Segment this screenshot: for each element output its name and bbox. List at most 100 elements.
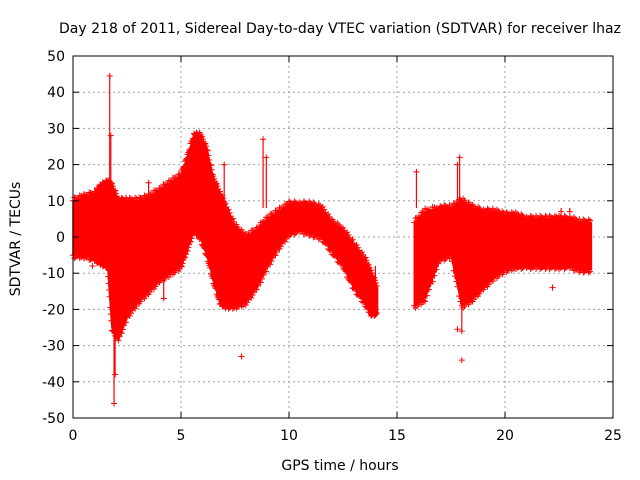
x-axis-label: GPS time / hours (281, 458, 398, 474)
data-point (413, 168, 420, 175)
data-point (454, 283, 461, 290)
data-point (206, 156, 213, 163)
data-point (200, 244, 207, 251)
data-point (209, 275, 216, 282)
data-point (221, 161, 228, 168)
data-point (244, 299, 251, 306)
data-point (585, 269, 592, 276)
data-point (168, 178, 175, 185)
data-point (427, 207, 434, 214)
data-point (84, 253, 91, 260)
data-point (499, 208, 506, 215)
data-point (246, 231, 253, 238)
data-point (340, 224, 346, 231)
data-point (587, 217, 594, 224)
data-point (310, 199, 317, 206)
data-point (261, 218, 268, 225)
data-point (573, 266, 580, 273)
data-point (111, 400, 118, 407)
data-point (373, 282, 380, 289)
data-point (349, 236, 356, 243)
data-point (207, 264, 214, 271)
data-point (333, 253, 340, 260)
data-point (108, 317, 115, 324)
data-point (296, 228, 303, 235)
data-point (345, 232, 352, 238)
data-point (322, 240, 329, 247)
data-point (315, 201, 322, 208)
data-point (493, 206, 500, 213)
data-point (173, 175, 180, 182)
data-point (180, 164, 187, 171)
data-point (549, 284, 556, 291)
data-point (338, 261, 345, 268)
data-point (260, 272, 267, 279)
data-point (314, 232, 321, 239)
data-point (136, 194, 143, 201)
data-point (363, 257, 370, 264)
data-point (120, 322, 127, 329)
data-point (519, 212, 526, 219)
data-point (116, 333, 123, 340)
data-point (310, 234, 317, 241)
data-point (572, 266, 579, 273)
data-point (192, 228, 199, 235)
data-point (238, 353, 245, 360)
data-point (423, 292, 430, 299)
data-point (210, 173, 217, 180)
y-axis-label: SDTVAR / TECUs (8, 182, 24, 297)
data-point (86, 256, 93, 263)
data-point (82, 191, 89, 198)
data-point (188, 235, 195, 242)
data-point (587, 268, 594, 275)
data-point (503, 269, 510, 276)
y-tick-label: -30 (42, 339, 65, 355)
series-band (411, 195, 594, 311)
data-point (118, 330, 125, 337)
data-point (497, 210, 504, 217)
data-point (362, 254, 369, 261)
data-point (199, 136, 206, 143)
data-point (566, 208, 573, 215)
y-tick-label: -10 (42, 266, 65, 282)
data-point (137, 194, 144, 201)
data-point (132, 305, 139, 312)
data-point (448, 253, 454, 260)
data-point (489, 278, 496, 285)
data-point (299, 227, 306, 234)
data-point (353, 241, 360, 248)
y-tick-label: 30 (47, 121, 65, 137)
data-point (468, 297, 475, 304)
data-point (518, 211, 525, 218)
data-point (178, 263, 185, 270)
data-point (512, 209, 519, 216)
x-tick-label: 5 (177, 428, 186, 444)
data-point (275, 208, 282, 215)
data-point (454, 326, 461, 333)
data-point (138, 195, 145, 202)
data-point (155, 278, 162, 285)
data-point (276, 246, 283, 253)
y-tick-label: -50 (42, 411, 65, 427)
data-point (203, 252, 210, 259)
data-point (358, 249, 365, 256)
data-point (271, 211, 278, 218)
data-point (259, 275, 265, 282)
data-point (265, 260, 272, 267)
data-point (140, 195, 147, 202)
data-point (433, 266, 440, 273)
data-point (203, 143, 210, 150)
data-point (89, 262, 96, 269)
data-point (364, 304, 371, 311)
data-point (352, 286, 359, 293)
data-point (186, 154, 193, 161)
data-point (207, 161, 214, 168)
data-point (248, 294, 255, 301)
data-point (449, 258, 456, 265)
data-point (126, 313, 133, 320)
data-point (311, 233, 318, 240)
data-point (256, 224, 263, 231)
data-point (199, 133, 206, 140)
data-point (445, 205, 452, 212)
data-point (272, 252, 279, 259)
